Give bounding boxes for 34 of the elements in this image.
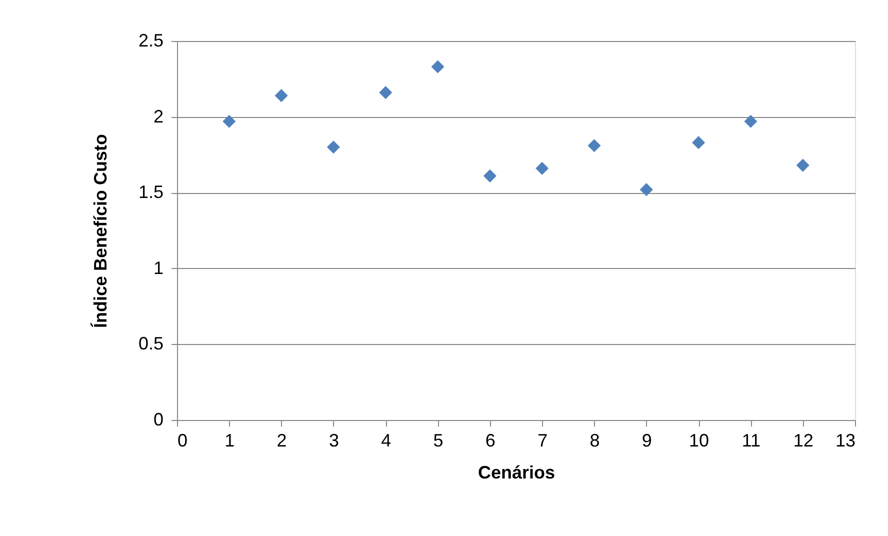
x-tick-label: 6 xyxy=(485,430,496,450)
x-axis-title: Cenários xyxy=(478,462,556,482)
x-tick-label: 8 xyxy=(590,430,600,450)
y-tick-label: 2.5 xyxy=(138,30,164,50)
x-tick-label: 7 xyxy=(538,430,548,450)
x-tick-label: 13 xyxy=(835,430,856,450)
x-tick-label: 0 xyxy=(178,430,188,450)
point xyxy=(588,139,601,152)
x-tick-label: 9 xyxy=(642,430,652,450)
y-tick-label: 2 xyxy=(153,106,164,126)
point xyxy=(796,158,810,172)
x-tick-label: 1 xyxy=(224,430,235,450)
x-tick-label: 3 xyxy=(328,430,339,450)
x-tick-label: 11 xyxy=(742,430,761,450)
x-tick-label: 12 xyxy=(793,430,814,450)
point xyxy=(222,114,236,128)
point xyxy=(640,183,653,196)
point xyxy=(692,136,706,150)
y-tick-label: 0.5 xyxy=(138,334,164,354)
point xyxy=(379,86,392,100)
point xyxy=(326,140,340,154)
x-tick-label: 2 xyxy=(276,430,287,450)
y-tick-label: 1 xyxy=(153,258,164,278)
y-axis-title: Índice Benefício Custo xyxy=(90,134,110,328)
point xyxy=(483,169,496,182)
point xyxy=(744,114,758,128)
x-tick-label: 4 xyxy=(381,430,392,450)
point xyxy=(431,60,444,74)
y-tick-label: 0 xyxy=(153,410,164,430)
x-tick-label: 5 xyxy=(433,430,444,450)
y-tick-label: 1.5 xyxy=(138,182,164,202)
point xyxy=(536,162,549,175)
x-tick-label: 10 xyxy=(689,430,710,450)
point xyxy=(274,89,288,102)
